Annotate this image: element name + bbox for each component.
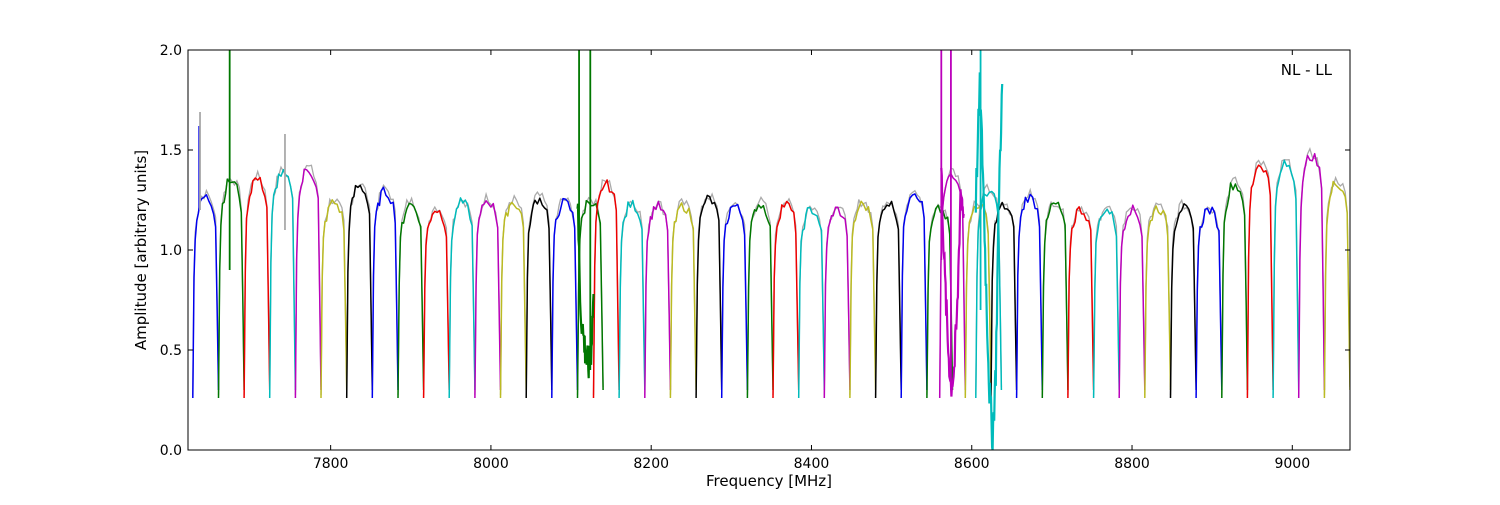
channel-trace-6 <box>320 199 348 399</box>
channel-trace-36 <box>1041 201 1069 399</box>
channel-trace-17 <box>592 179 620 399</box>
channel-trace-37 <box>1067 206 1095 399</box>
channel-trace-35 <box>1015 193 1044 399</box>
channel-trace-19 <box>644 200 672 399</box>
y-tick-label-2: 1.0 <box>160 243 182 259</box>
channel-trace-20 <box>669 202 697 399</box>
y-tick-label-3: 1.5 <box>160 143 182 159</box>
data-layer <box>192 50 1350 450</box>
channel-trace-4 <box>268 168 297 399</box>
channel-trace-8 <box>371 186 399 399</box>
channel-trace-11 <box>448 197 476 399</box>
channel-trace-1 <box>192 194 220 399</box>
channel-trace-42 <box>1195 206 1223 399</box>
channel-trace-13 <box>499 201 527 399</box>
channel-trace-40 <box>1144 205 1172 399</box>
channel-trace-25 <box>797 206 826 399</box>
chart-annotation: NL - LL <box>1281 61 1333 79</box>
channel-trace-28 <box>874 200 902 399</box>
channel-trace-15 <box>551 197 579 399</box>
channel-trace-46 <box>1297 152 1326 399</box>
channel-trace-23 <box>746 204 774 399</box>
channel-trace-22 <box>720 203 749 399</box>
channel-trace-39 <box>1118 204 1146 399</box>
channel-trace-43 <box>1221 182 1249 399</box>
channel-trace-44 <box>1246 164 1274 399</box>
channel-trace-27 <box>849 200 877 399</box>
channel-trace-30 <box>926 204 954 399</box>
channel-trace-18 <box>618 199 646 399</box>
channel-trace-34 <box>990 201 1018 399</box>
channel-trace-14 <box>525 197 553 399</box>
channel-trace-16 <box>576 199 604 399</box>
x-tick-label-8400: 8400 <box>794 456 830 472</box>
channel-trace-47 <box>1323 180 1350 399</box>
channel-trace-9 <box>397 202 425 399</box>
y-tick-label-1: 0.5 <box>160 343 182 359</box>
channel-trace-21 <box>695 194 723 399</box>
plot-area <box>188 50 1350 450</box>
channel-trace-12 <box>474 200 502 399</box>
channel-trace-38 <box>1092 208 1120 399</box>
x-tick-label-8800: 8800 <box>1114 456 1150 472</box>
y-tick-label-4: 2.0 <box>160 43 182 59</box>
channel-trace-7 <box>345 184 374 399</box>
channel-trace-26 <box>823 206 851 399</box>
channel-trace-10 <box>422 210 450 399</box>
x-tick-label-8200: 8200 <box>633 456 669 472</box>
channel-trace-5 <box>294 168 322 399</box>
x-axis-label: Frequency [MHz] <box>706 472 832 490</box>
channel-trace-45 <box>1272 159 1300 399</box>
axis-layer: 7800 8000 8200 8400 8600 8800 9000 0.0 0.5 1.0 1.5… <box>160 43 1350 472</box>
x-tick-label-9000: 9000 <box>1274 456 1310 472</box>
x-tick-label-8000: 8000 <box>473 456 509 472</box>
rfi-segment-2 <box>940 167 965 397</box>
channel-trace-41 <box>1169 203 1197 399</box>
channel-trace-29 <box>900 193 928 399</box>
y-axis-label: Amplitude [arbitrary units] <box>132 150 150 350</box>
x-tick-label-7800: 7800 <box>313 456 349 472</box>
y-tick-label-0: 0.0 <box>160 443 182 459</box>
channel-trace-3 <box>243 176 271 399</box>
x-tick-label-8600: 8600 <box>954 456 990 472</box>
channel-trace-24 <box>772 200 800 399</box>
